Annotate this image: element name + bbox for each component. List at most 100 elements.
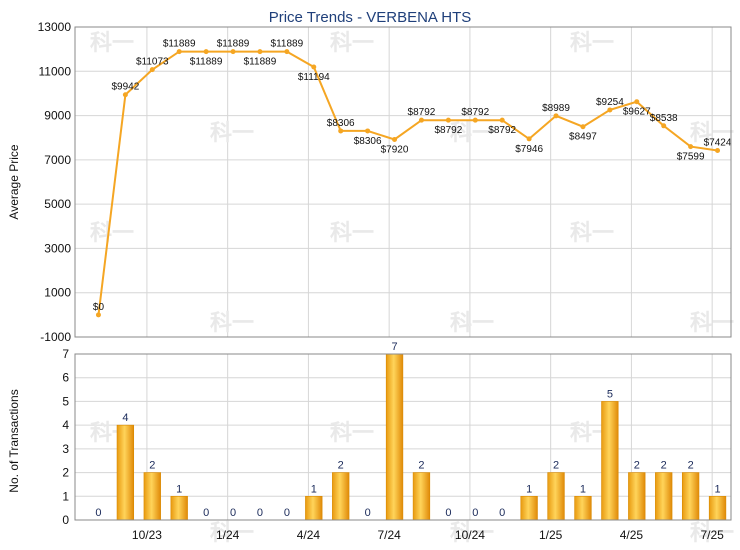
price-point	[526, 136, 532, 142]
price-point-label: $11889	[190, 57, 223, 68]
price-point-label: $9942	[111, 82, 139, 93]
transaction-bar	[305, 495, 323, 521]
price-point-label: $7946	[515, 144, 543, 155]
watermark: 科一	[90, 220, 134, 245]
price-point	[580, 124, 586, 130]
price-point	[176, 49, 182, 55]
price-point	[365, 128, 371, 134]
transactions-x-tick-label: 10/23	[132, 528, 162, 542]
transaction-bar	[412, 472, 431, 521]
price-point	[203, 49, 209, 55]
price-point	[311, 64, 317, 70]
transaction-bar-label: 2	[338, 460, 344, 472]
price-point-label: $8989	[542, 103, 570, 114]
price-y-tick-label: 3000	[44, 241, 71, 255]
price-points	[95, 49, 721, 318]
transaction-bar	[574, 495, 592, 521]
transaction-bar-label: 0	[230, 507, 236, 519]
transaction-bar-labels: 0 4 2 1 0 0 0 0 1 2 0 7 2 0 0 0 1 2 1 5 2 2 2 1	[95, 341, 720, 519]
transaction-bar-label: 0	[472, 507, 478, 519]
price-line	[97, 50, 718, 316]
watermark: 科一	[690, 520, 734, 545]
price-frame	[74, 26, 732, 338]
watermark: 科一	[330, 420, 374, 445]
price-point-label: $11889	[271, 39, 304, 50]
price-point	[607, 107, 613, 113]
transactions-y-label: No. of Transactions	[7, 389, 21, 492]
transactions-x-tick-label: 7/25	[700, 528, 724, 542]
price-point-label: $11194	[298, 72, 330, 83]
transaction-bar-label: 2	[634, 460, 640, 472]
chart-title: Price Trends - VERBENA HTS	[269, 9, 472, 26]
watermark: 科一	[330, 220, 374, 245]
price-point-label: $11889	[163, 39, 196, 50]
price-point-label: $0	[93, 302, 105, 313]
price-y-tick-label: 5000	[44, 197, 71, 211]
watermark: 科一	[450, 120, 494, 145]
transactions-x-axis: 10/23 1/24 4/24 7/24 10/24 1/25 4/25 7/25	[132, 528, 724, 542]
transaction-bar-label: 1	[526, 483, 532, 495]
transactions-x-tick-label: 4/25	[620, 528, 644, 542]
price-point	[338, 128, 344, 134]
price-point-label: $8306	[327, 118, 355, 129]
price-y-tick-label: 7000	[44, 153, 71, 167]
price-point	[634, 99, 640, 105]
price-y-tick-label: 9000	[44, 109, 71, 123]
transaction-bar-label: 7	[391, 341, 397, 353]
watermark: 科一	[210, 520, 254, 545]
price-point-label: $7599	[677, 152, 705, 163]
transaction-bar-label: 1	[580, 483, 586, 495]
watermark: 科一	[690, 120, 734, 145]
transactions-x-tick-label: 10/24	[455, 528, 485, 542]
transaction-bar-label: 2	[688, 460, 694, 472]
transaction-bar	[385, 353, 404, 521]
transactions-y-tick-label: 2	[62, 466, 69, 480]
transaction-bar	[655, 472, 673, 521]
price-point-label: $7424	[704, 137, 732, 148]
transactions-y-tick-label: 0	[62, 513, 69, 527]
transactions-y-tick-label: 4	[62, 418, 69, 432]
transactions-x-tick-label: 1/25	[539, 528, 563, 542]
price-y-tick-label: 1000	[44, 286, 71, 300]
transactions-y-tick-label: 7	[62, 347, 69, 361]
watermark: 科一	[210, 120, 254, 145]
price-point	[230, 49, 236, 55]
price-point	[392, 136, 398, 142]
transactions-x-tick-label: 1/24	[216, 528, 240, 542]
transaction-bar-label: 0	[257, 507, 263, 519]
watermark: 科一	[90, 30, 134, 55]
price-point	[472, 117, 478, 123]
price-point-label: $8497	[569, 132, 597, 143]
transactions-frame	[74, 353, 732, 521]
price-point	[499, 117, 505, 123]
transaction-bar-label: 4	[122, 412, 128, 424]
price-point-label: $8792	[461, 107, 489, 118]
transactions-y-tick-label: 5	[62, 394, 69, 408]
transaction-bar	[520, 495, 538, 521]
price-point	[445, 117, 451, 123]
transaction-bar-label: 0	[95, 507, 101, 519]
transaction-bar-label: 5	[607, 388, 613, 400]
price-point	[688, 144, 694, 150]
watermark: 科一	[570, 30, 614, 55]
transaction-bar	[601, 401, 619, 521]
price-y-axis: -1000 1000 3000 5000 7000 9000 11000 13000	[38, 20, 72, 344]
price-point	[418, 117, 424, 123]
price-point	[257, 49, 263, 55]
transaction-bar-label: 1	[714, 483, 720, 495]
transaction-bar-label: 0	[365, 507, 371, 519]
transaction-bar	[547, 472, 565, 521]
transaction-bar-label: 0	[284, 507, 290, 519]
transaction-bar-label: 0	[203, 507, 209, 519]
price-point-label: $11889	[244, 57, 277, 68]
price-plot-area	[75, 27, 731, 337]
transaction-bar	[332, 472, 350, 521]
price-point	[661, 123, 667, 129]
transaction-bar-label: 1	[176, 483, 182, 495]
transactions-x-tick-label: 4/24	[297, 528, 321, 542]
transactions-y-axis: 0 1 2 3 4 5 6 7	[62, 347, 69, 527]
